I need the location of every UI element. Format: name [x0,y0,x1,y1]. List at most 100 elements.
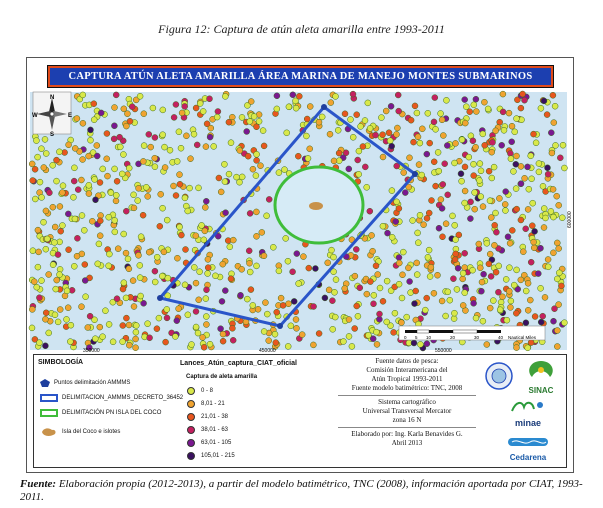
catch-point [356,284,364,292]
catch-point [120,151,127,158]
catch-point [427,264,435,271]
catch-point [383,277,391,285]
catch-point [365,332,372,339]
catch-point [112,91,120,99]
catch-point [330,268,337,275]
catch-point [133,322,140,329]
catch-point [435,167,443,175]
catch-point [413,109,421,117]
catch-point [95,240,103,248]
catch-point [486,250,494,258]
catch-point [481,98,488,106]
catch-point [386,137,394,144]
catch-point [492,268,500,276]
svg-text:N: N [50,95,54,101]
catch-point [192,279,200,287]
catch-point [545,263,552,271]
catch-point [440,132,447,139]
catch-point [363,184,370,191]
pentagon-point-icon [40,379,50,387]
catch-point [140,300,147,307]
catch-point [229,337,237,344]
catch-point [548,149,556,157]
catch-point [253,151,260,158]
x-tick-label: 450000 [259,348,276,354]
catch-layer-title: Lances_Atún_captura_CIAT_oficial [180,360,297,367]
svg-text:Nautical Miles: Nautical Miles [508,335,537,340]
catch-point [414,133,422,141]
catch-point [132,344,139,351]
catch-point [42,245,50,253]
catch-point [29,177,36,184]
catch-point [383,318,390,326]
catch-point [441,160,448,167]
catch-point [531,228,538,235]
catch-point [199,334,206,341]
scale-bar: 0 5 10 20 30 40 Nautical Miles [398,325,546,341]
catch-point [247,286,255,293]
catch-point [136,262,144,269]
catch-point [120,230,127,238]
catch-point [425,209,433,217]
catch-point [71,215,79,223]
catch-point [366,207,374,215]
catch-point [246,259,253,267]
catch-point [393,162,400,170]
catch-point [32,195,39,203]
catch-point [105,262,112,270]
catch-point [332,276,340,283]
catch-point [527,258,535,266]
catch-point [328,246,335,254]
catch-point [214,232,222,240]
catch-point [353,111,360,118]
catch-point [312,265,319,272]
legend-item: Isla del Coco e islotes [40,427,120,437]
catch-point [416,139,424,147]
catch-point [329,326,336,333]
catch-point [56,306,64,313]
catch-point [304,155,312,162]
catch-point [163,314,171,322]
catch-point [253,233,260,240]
catch-point [521,271,528,279]
catch-point [430,158,438,166]
catch-point [437,110,444,117]
catch-point [369,247,376,255]
isla-del-coco [309,202,323,210]
catch-point [394,124,401,132]
catch-point [544,170,552,178]
catch-point [70,177,78,185]
catch-point [549,92,557,99]
catch-point [477,264,484,272]
catch-point [46,189,53,196]
catch-point [452,140,459,147]
catch-point [410,138,417,146]
catch-point [35,248,42,256]
catch-point [513,205,520,213]
catch-point [415,239,422,246]
catch-point [145,131,153,138]
catch-point [548,129,555,136]
catch-point [74,235,81,242]
catch-point [33,137,40,144]
catch-point [527,339,535,346]
catch-point [393,198,400,206]
catch-point [144,193,151,200]
catch-point [233,173,240,181]
catch-point [42,342,49,350]
catch-point [388,187,396,194]
catch-point [67,321,75,329]
catch-point [34,226,42,234]
catch-class-row: 8,01 - 21 [187,400,225,408]
catch-point [428,197,435,204]
catch-point [503,316,511,324]
catch-point [273,308,280,316]
catch-point [376,310,383,318]
catch-point [222,209,229,216]
catch-point [253,123,260,131]
catch-point [177,144,185,152]
catch-point [400,248,407,256]
catch-point [399,271,406,279]
catch-point [461,289,468,296]
catch-point [422,306,429,314]
